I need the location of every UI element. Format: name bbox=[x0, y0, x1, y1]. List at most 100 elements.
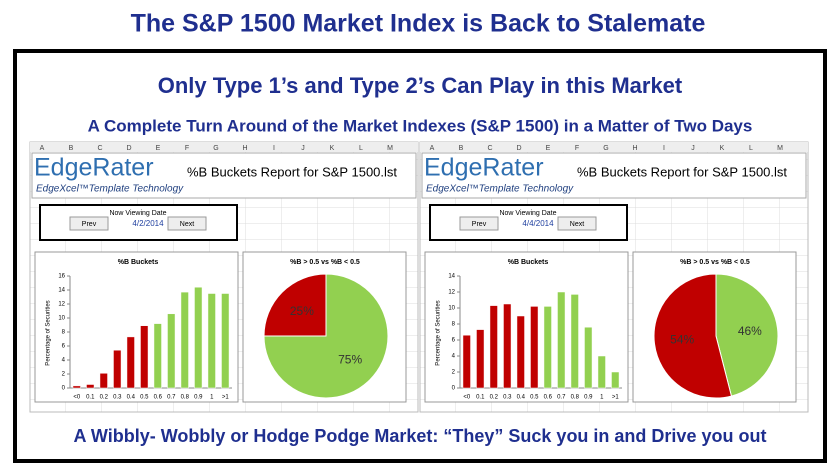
chart-box bbox=[34, 251, 239, 403]
x-tick-label: 0.1 bbox=[476, 395, 485, 401]
bar bbox=[611, 371, 620, 389]
report-name: %B Buckets Report for S&P 1500.lst bbox=[187, 164, 397, 179]
column-bar bbox=[420, 142, 808, 152]
x-tick-label: 0.4 bbox=[517, 395, 526, 401]
column-letter: I bbox=[663, 145, 665, 152]
chart-title: %B > 0.5 vs %B < 0.5 bbox=[680, 259, 750, 266]
bar bbox=[584, 326, 593, 389]
report-name: %B Buckets Report for S&P 1500.lst bbox=[577, 164, 787, 179]
bar bbox=[140, 325, 149, 389]
next-button[interactable] bbox=[557, 216, 597, 231]
y-tick-label: 8 bbox=[452, 322, 456, 328]
y-tick-label: 12 bbox=[448, 290, 455, 296]
y-tick-label: 2 bbox=[452, 370, 456, 376]
chart-title: %B Buckets bbox=[118, 259, 159, 266]
bar bbox=[167, 313, 176, 389]
prev-button[interactable] bbox=[459, 216, 499, 231]
next-label: Next bbox=[180, 221, 194, 228]
bar-chart: %B Buckets Percentage of Securities 0 2 4 6 8 1… bbox=[34, 251, 239, 403]
bar bbox=[462, 334, 471, 389]
bar bbox=[180, 291, 189, 389]
bar bbox=[207, 293, 216, 389]
y-tick-label: 14 bbox=[448, 274, 455, 280]
bar bbox=[99, 373, 108, 389]
x-tick-label: 0.2 bbox=[100, 395, 109, 401]
bar bbox=[221, 293, 230, 389]
date: 4/4/2014 bbox=[522, 219, 554, 228]
subheading: A Complete Turn Around of the Market Ind… bbox=[88, 116, 753, 135]
tagline: EdgeXcel™Template Technology bbox=[36, 184, 184, 195]
bar bbox=[597, 355, 606, 389]
prev-label: Prev bbox=[82, 221, 97, 228]
column-letter: A bbox=[40, 145, 45, 152]
prev-label: Prev bbox=[472, 221, 487, 228]
x-tick-label: <0 bbox=[463, 395, 471, 401]
y-tick-label: 0 bbox=[452, 386, 456, 392]
x-tick-label: 0.9 bbox=[194, 395, 203, 401]
x-tick-label: >1 bbox=[612, 395, 620, 401]
bar bbox=[126, 336, 135, 389]
x-tick-label: 0.2 bbox=[490, 395, 499, 401]
date: 4/2/2014 bbox=[132, 219, 164, 228]
bar bbox=[72, 385, 81, 389]
column-letter: A bbox=[430, 145, 435, 152]
next-button[interactable] bbox=[167, 216, 207, 231]
x-tick-label: 0.4 bbox=[127, 395, 136, 401]
column-letter: I bbox=[273, 145, 275, 152]
viewing-label: Now Viewing Date bbox=[499, 210, 556, 217]
slice-label: 75% bbox=[338, 352, 362, 366]
bar bbox=[86, 384, 95, 389]
chart-box bbox=[424, 251, 629, 403]
y-tick-label: 4 bbox=[62, 358, 66, 364]
bar bbox=[570, 294, 579, 389]
viewing-label: Now Viewing Date bbox=[109, 210, 166, 217]
bar bbox=[503, 303, 512, 389]
y-tick-label: 6 bbox=[62, 344, 66, 350]
pie-chart: %B > 0.5 vs %B < 0.5 46% 54% bbox=[632, 251, 797, 403]
column-letter: D bbox=[126, 145, 131, 152]
tagline: EdgeXcel™Template Technology bbox=[426, 184, 574, 195]
y-tick-label: 10 bbox=[448, 306, 455, 312]
x-tick-label: 0.3 bbox=[113, 395, 122, 401]
x-tick-label: 0.6 bbox=[544, 395, 553, 401]
y-tick-label: 16 bbox=[58, 274, 65, 280]
bar-chart: %B Buckets Percentage of Securities 0 2 4 6 8 1… bbox=[424, 251, 629, 403]
y-tick-label: 0 bbox=[62, 386, 66, 392]
y-axis-label: Percentage of Securities bbox=[46, 300, 52, 365]
slice-label: 54% bbox=[670, 332, 694, 346]
y-axis-label: Percentage of Securities bbox=[436, 300, 442, 365]
column-letter: F bbox=[575, 145, 579, 152]
column-letter: G bbox=[213, 145, 218, 152]
chart-title: %B Buckets bbox=[508, 259, 549, 266]
x-tick-label: 0.9 bbox=[584, 395, 593, 401]
column-letter: L bbox=[359, 145, 363, 152]
bar bbox=[516, 315, 525, 389]
column-letter: D bbox=[516, 145, 521, 152]
column-letter: E bbox=[156, 145, 161, 152]
column-letter: K bbox=[720, 145, 725, 152]
x-tick-label: 0.8 bbox=[181, 395, 190, 401]
prev-button[interactable] bbox=[69, 216, 109, 231]
column-letter: F bbox=[185, 145, 189, 152]
bar bbox=[543, 306, 552, 389]
bar bbox=[489, 305, 498, 389]
column-letter: H bbox=[632, 145, 637, 152]
bar bbox=[476, 329, 485, 389]
x-tick-label: 0.6 bbox=[154, 395, 163, 401]
x-tick-label: 0.7 bbox=[167, 395, 176, 401]
bar bbox=[113, 349, 122, 389]
y-tick-label: 2 bbox=[62, 372, 66, 378]
header-box bbox=[421, 152, 807, 199]
x-tick-label: 0.8 bbox=[571, 395, 580, 401]
column-letter: M bbox=[387, 145, 393, 152]
column-letter: M bbox=[777, 145, 783, 152]
column-letter: L bbox=[749, 145, 753, 152]
pie-slice bbox=[715, 273, 779, 397]
y-tick-label: 4 bbox=[452, 354, 456, 360]
column-letter: C bbox=[487, 145, 492, 152]
main-title: The S&P 1500 Market Index is Back to Sta… bbox=[131, 10, 706, 38]
column-letter: K bbox=[330, 145, 335, 152]
x-tick-label: 0.7 bbox=[557, 395, 566, 401]
